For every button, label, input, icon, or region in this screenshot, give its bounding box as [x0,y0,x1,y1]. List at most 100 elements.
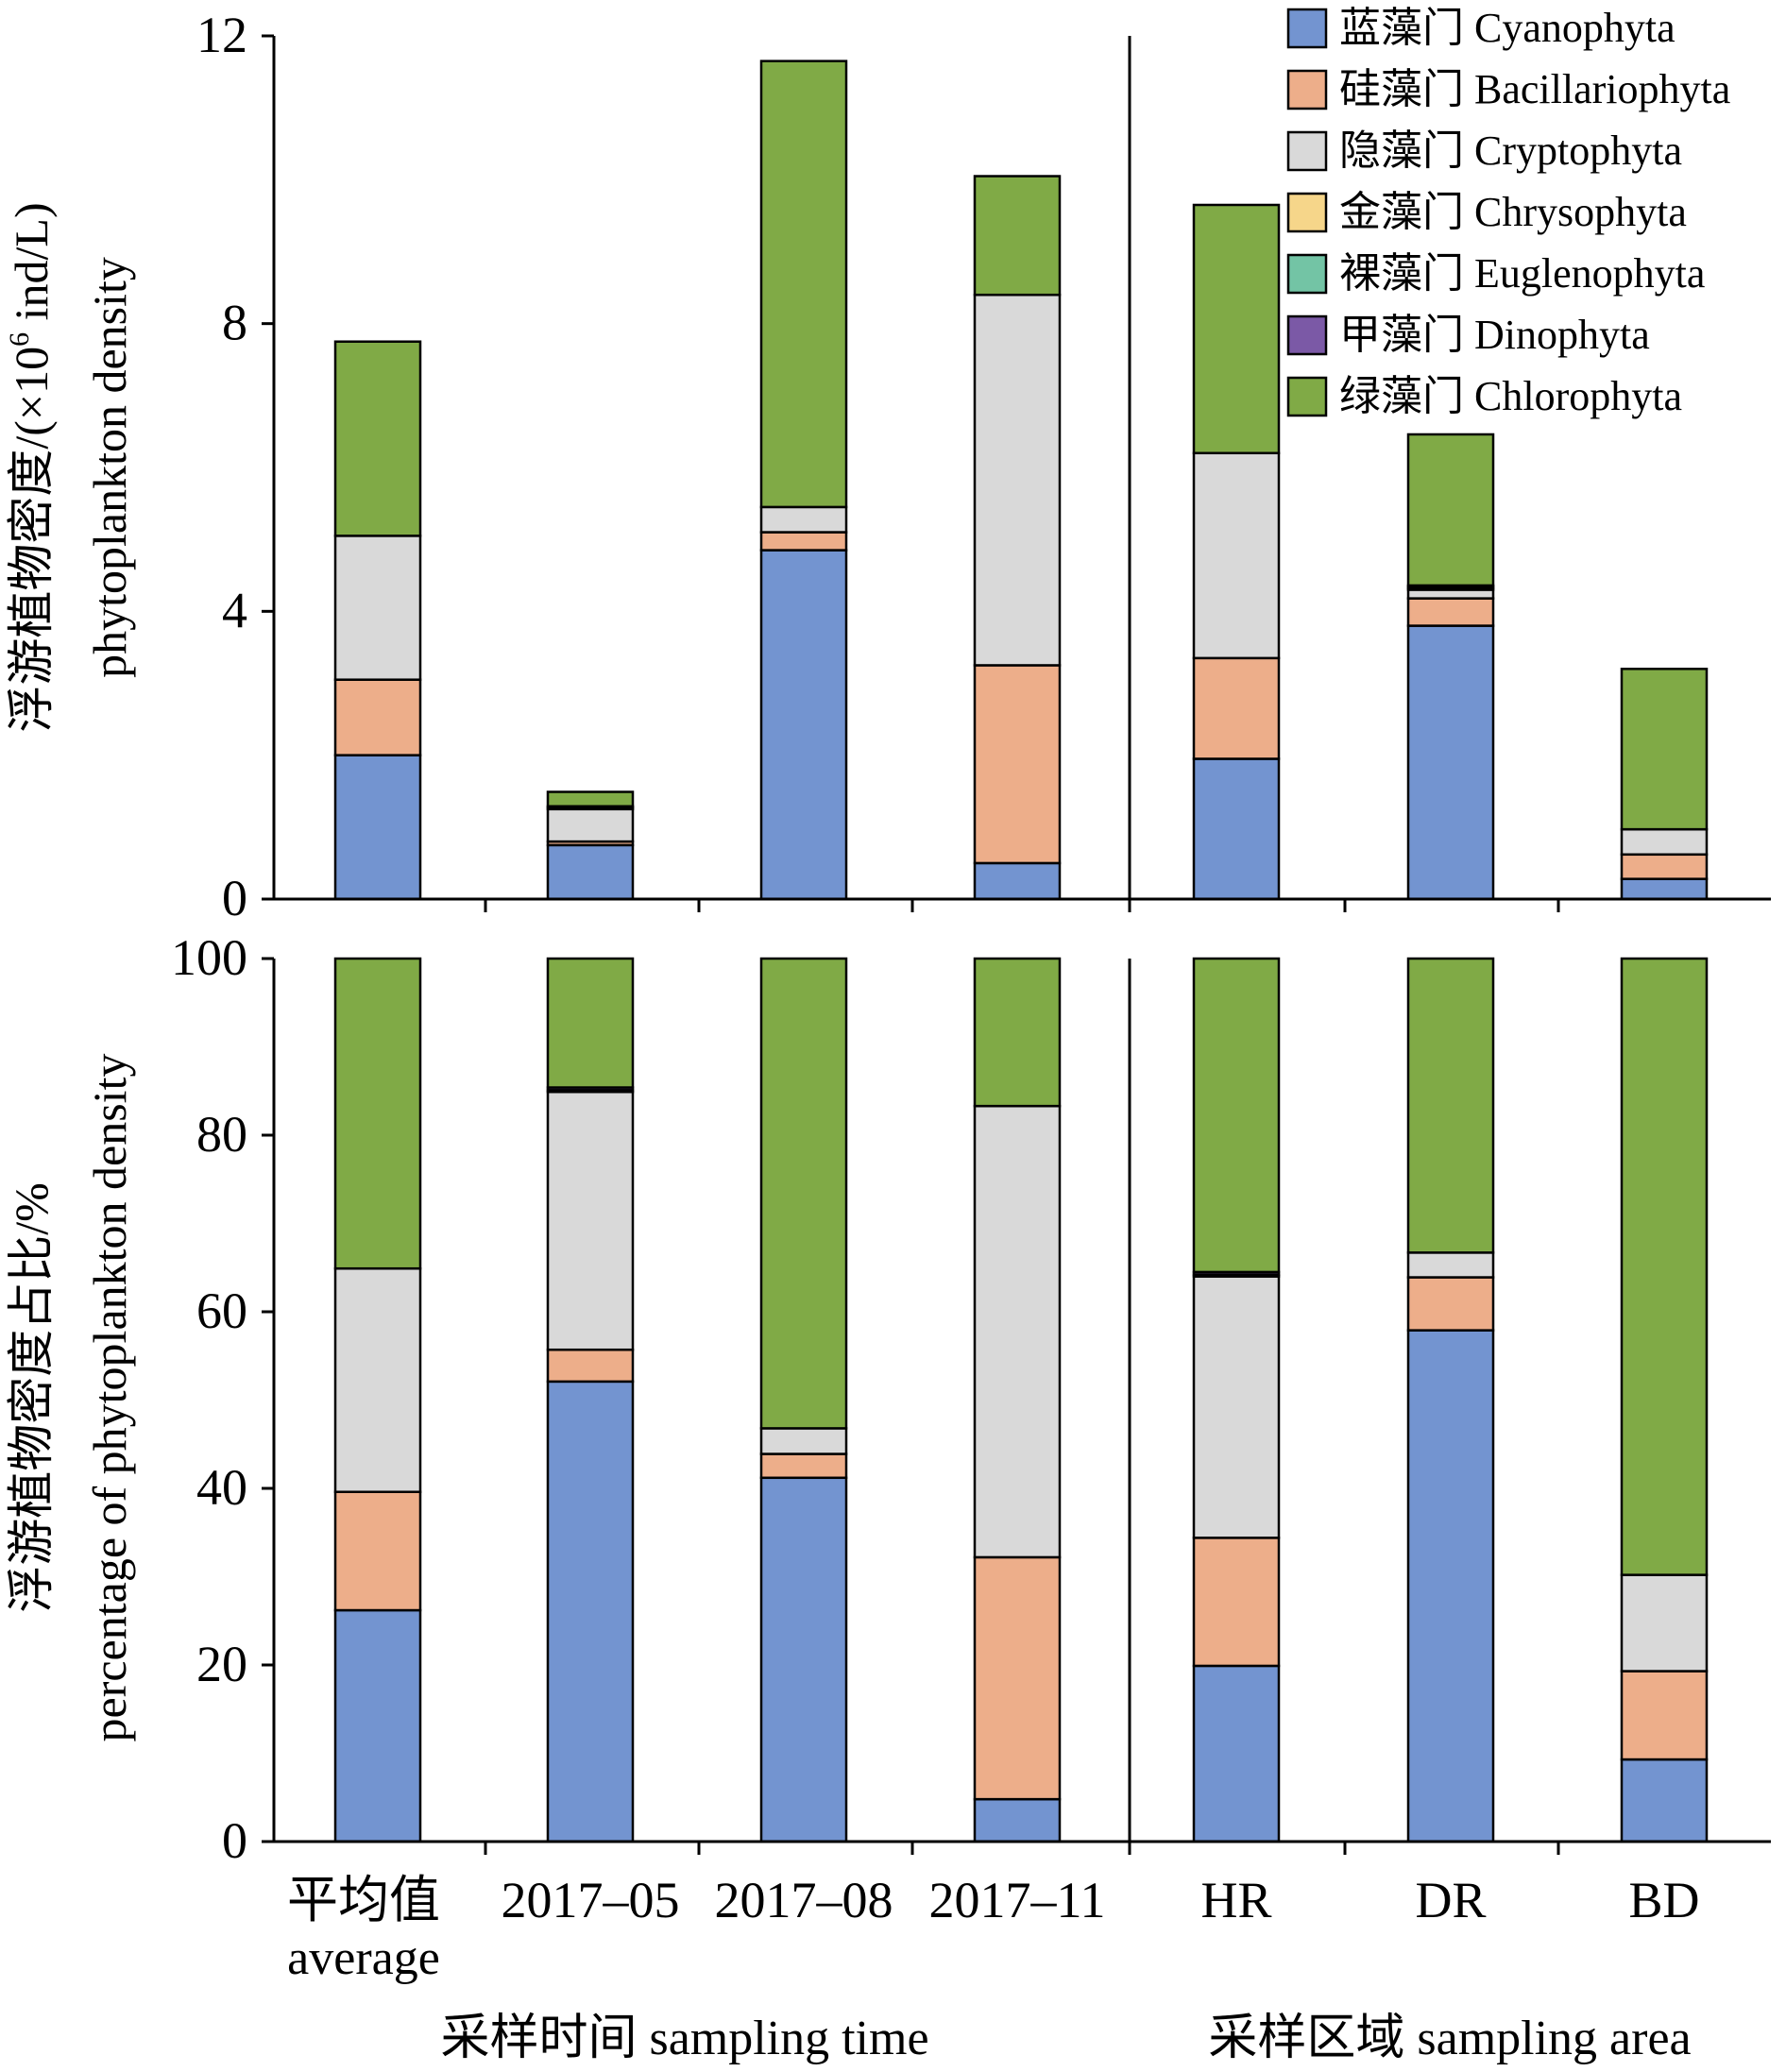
bottom-y-tick-label: 100 [171,929,247,986]
top-bar-segment [1620,827,1709,857]
legend-label: 绿藻门 Chlorophyta [1339,373,1682,419]
top-panel-bars [333,59,1709,901]
legend-swatch [1286,69,1328,110]
x-category-labels: 平均值 2017–05 2017–08 2017–11 HR DR BD [287,1872,1700,1928]
bottom-bar-segment [333,1490,422,1612]
top-bar-segment [1192,656,1281,760]
bottom-y-label-en: percentage of phytoplankton density [83,1054,136,1742]
top-bar-segment [546,843,635,901]
top-bar-segment [1406,597,1495,627]
legend-swatch [1286,253,1328,295]
bottom-panel-bars [333,957,1709,1843]
x-category-label: BD [1628,1872,1699,1928]
bottom-bar-segment [973,957,1062,1108]
top-bar-segment [333,535,422,681]
top-y-tick-label: 0 [222,870,247,926]
bottom-bar-segment [1620,957,1709,1576]
top-bar-segment [973,664,1062,865]
top-bar-segment [1192,757,1281,901]
top-y-tick-label: 4 [222,582,247,638]
legend-label: 裸藻门 Euglenophyta [1339,250,1705,297]
bottom-y-tick-label: 60 [196,1282,247,1339]
top-y-label-en: phytoplankton density [83,257,136,678]
bottom-bar-segment [973,1555,1062,1801]
top-bar-segment [546,807,635,843]
bottom-bar-segment [1192,1664,1281,1843]
legend-label: 硅藻门 Bacillariophyta [1339,66,1730,112]
top-bar-segment [546,790,635,807]
legend-swatch [1286,192,1328,233]
legend-swatch [1286,376,1328,417]
ticks: 0 4 8 12 0 20 40 60 80 100 [171,7,1560,1869]
bottom-bar-segment [333,1608,422,1843]
bottom-bar-segment [973,1104,1062,1559]
top-bar-segment [759,549,848,901]
bottom-bar-segment [1192,1537,1281,1668]
top-bar-segment [1620,877,1709,901]
legend-label: 隐藻门 Cryptophyta [1339,127,1682,174]
top-bar-segment [973,861,1062,901]
x-category-label: 平均值 [287,1872,440,1928]
top-y-tick-label: 8 [222,295,247,351]
bottom-bar-segment [1192,957,1281,1274]
bottom-bar-segment [1620,1758,1709,1843]
axes [272,36,1771,1843]
top-bar-segment [333,678,422,756]
bottom-bar-segment [546,1380,635,1843]
legend-swatch [1286,8,1328,49]
bottom-y-tick-label: 0 [222,1812,247,1869]
top-bar-segment [973,175,1062,297]
x-category-label: 2017–08 [715,1872,893,1928]
group-label-sampling-area: 采样区域 sampling area [1208,2012,1691,2065]
top-bar-segment [1192,451,1281,660]
bottom-bar-segment [1406,1329,1495,1843]
bottom-bar-segment [546,957,635,1089]
bottom-bar-segment [333,957,422,1270]
bottom-bar-segment [546,1348,635,1384]
bottom-bar-segment [759,957,848,1430]
bottom-bar-segment [1620,1670,1709,1761]
bottom-y-label-cn: 浮游植物密度占比/% [5,1182,58,1613]
group-label-sampling-time: 采样时间 sampling time [440,2012,928,2065]
bottom-bar-segment [1406,1276,1495,1332]
top-bar-segment [1620,668,1709,831]
top-bar-segment [759,531,848,552]
top-bar-segment [759,59,848,509]
legend-label: 甲藻门 Dinophyta [1339,312,1650,358]
legend: 蓝藻门 Cyanophyta 硅藻门 Bacillariophyta 隐藻门 Cry… [1286,5,1730,419]
top-bar-segment [1620,853,1709,880]
legend-label: 金藻门 Chrysophyta [1339,189,1687,235]
bottom-bar-segment [973,1797,1062,1843]
bottom-bar-segment [759,1427,848,1455]
top-bar-segment [1406,433,1495,587]
bottom-y-tick-label: 40 [196,1459,247,1516]
x-category-label: 2017–11 [929,1872,1106,1928]
top-bar-segment [1406,624,1495,901]
bottom-y-tick-label: 20 [196,1636,247,1692]
bottom-bar-segment [1406,1251,1495,1279]
x-category-label: DR [1415,1872,1486,1928]
top-bar-segment [1192,203,1281,455]
top-bar-segment [973,293,1062,667]
top-y-tick-label: 12 [196,7,247,63]
x-sub-label-average: average [287,1931,440,1985]
bottom-bar-segment [546,1090,635,1351]
legend-label: 蓝藻门 Cyanophyta [1339,5,1675,51]
bottom-bar-segment [1406,957,1495,1254]
top-bar-segment [759,505,848,534]
bottom-bar-segment [759,1452,848,1480]
legend-swatch [1286,314,1328,356]
top-bar-segment [1406,588,1495,600]
top-bar-segment [333,340,422,537]
bottom-bar-segment [1192,1275,1281,1539]
top-y-label-cn: 浮游植物密度/(×106 ind/L) [4,202,58,732]
x-category-label: 2017–05 [502,1872,680,1928]
bottom-y-tick-label: 80 [196,1106,247,1163]
legend-swatch [1286,130,1328,172]
bottom-bar-segment [333,1266,422,1493]
x-category-label: HR [1200,1872,1271,1928]
bottom-bar-segment [759,1476,848,1843]
bottom-bar-segment [1620,1573,1709,1673]
top-bar-segment [333,754,422,901]
